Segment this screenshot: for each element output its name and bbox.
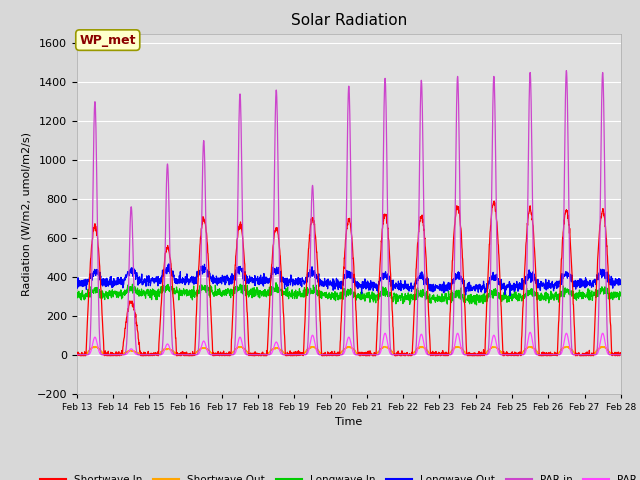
Text: WP_met: WP_met xyxy=(79,34,136,47)
X-axis label: Time: Time xyxy=(335,417,362,427)
Title: Solar Radiation: Solar Radiation xyxy=(291,13,407,28)
Legend: Shortwave In, Shortwave Out, Longwave In, Longwave Out, PAR in, PAR out: Shortwave In, Shortwave Out, Longwave In… xyxy=(36,471,640,480)
Y-axis label: Radiation (W/m2, umol/m2/s): Radiation (W/m2, umol/m2/s) xyxy=(21,132,31,296)
